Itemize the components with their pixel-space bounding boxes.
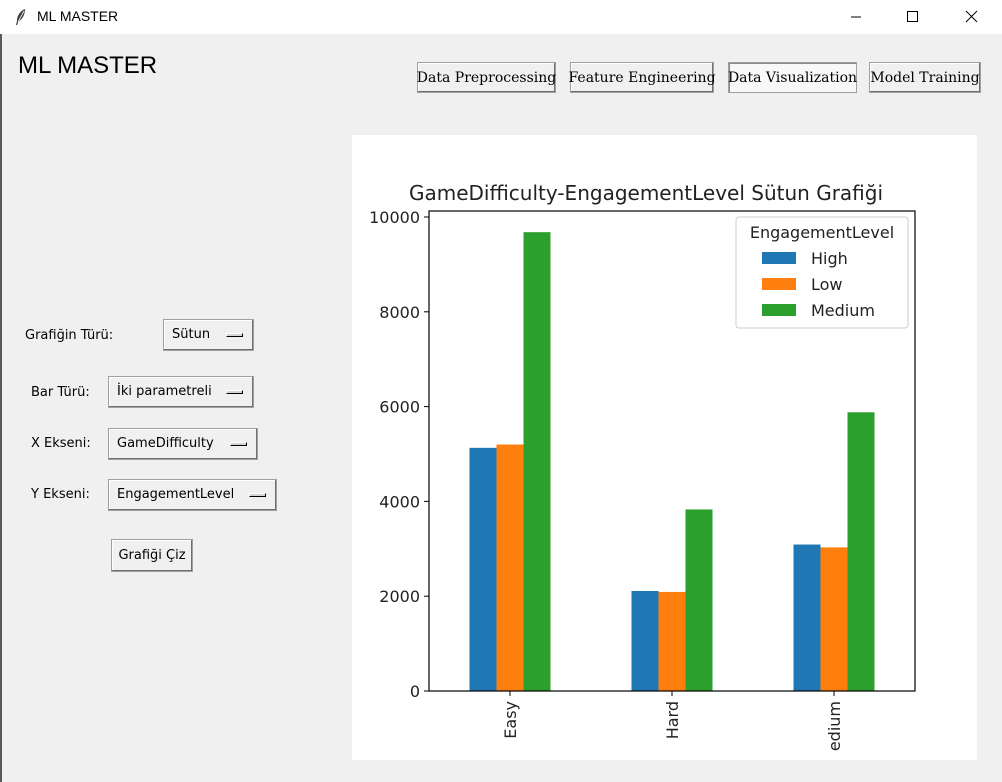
chart-type-label: Grafiğin Türü: [25,328,114,343]
y-axis-label: Y Ekseni: [31,487,90,502]
close-button[interactable] [944,0,1000,34]
bar-type-select[interactable]: İki parametreli [108,376,254,408]
bar-medium-hard [685,509,713,691]
y-tick-label: 10000 [369,208,420,227]
nav-data-visualization-button[interactable]: Data Visualization [728,62,857,93]
close-icon [965,10,978,23]
chart-type-value: Sütun [172,327,211,342]
draw-chart-button[interactable]: Grafiği Çiz [111,539,193,572]
dropdown-indicator-icon [249,493,266,497]
legend-label: Medium [811,301,875,320]
x-tick-label: Hard [663,701,682,739]
y-tick-label: 2000 [379,587,420,606]
window-edge [0,34,2,782]
y-axis-value: EngagementLevel [117,487,235,502]
y-tick-label: 4000 [379,492,420,511]
legend-title: EngagementLevel [750,223,894,242]
window-title: ML MASTER [37,8,119,24]
minimize-icon [851,16,861,18]
nav-model-training-button[interactable]: Model Training [869,62,981,93]
x-tick-label: edium [825,701,844,751]
bar-low-edium [820,547,848,691]
bar-medium-easy [523,232,551,691]
x-tick-label: Easy [501,701,520,739]
legend-box [735,216,909,329]
y-axis-select[interactable]: EngagementLevel [108,479,277,511]
legend-swatch [762,252,796,264]
bar-chart: GameDifficulty-EngagementLevel Sütun Gra… [369,181,916,751]
bar-medium-edium [847,412,875,691]
legend-swatch [762,278,796,290]
x-axis-label: X Ekseni: [31,436,91,451]
bar-high-hard [631,590,659,691]
dropdown-indicator-icon [230,442,247,446]
app-title: ML MASTER [18,52,158,79]
minimize-button[interactable] [828,0,884,34]
maximize-icon [907,11,918,22]
feather-icon [16,9,25,25]
bar-high-easy [469,447,497,691]
dropdown-indicator-icon [226,333,243,337]
dropdown-indicator-icon [226,390,243,394]
nav-feature-engineering-button[interactable]: Feature Engineering [568,62,716,93]
bar-type-label: Bar Türü: [31,385,90,400]
chart-type-select[interactable]: Sütun [163,319,254,351]
window-titlebar: ML MASTER [0,0,1002,34]
y-tick-label: 8000 [379,303,420,322]
bar-high-edium [793,544,821,691]
legend-swatch [762,304,796,316]
bar-low-hard [658,591,686,691]
chart-panel: GameDifficulty-EngagementLevel Sütun Gra… [352,135,977,760]
bar-type-value: İki parametreli [117,384,212,399]
chart-title: GameDifficulty-EngagementLevel Sütun Gra… [409,181,883,205]
legend-label: Low [811,275,843,294]
y-tick-label: 6000 [379,398,420,417]
maximize-button[interactable] [884,0,940,34]
bar-low-easy [496,444,524,691]
y-tick-label: 0 [410,682,420,701]
nav-data-preprocessing-button[interactable]: Data Preprocessing [417,62,556,93]
x-axis-select[interactable]: GameDifficulty [108,428,258,460]
x-axis-value: GameDifficulty [117,436,214,451]
legend-label: High [811,249,848,268]
